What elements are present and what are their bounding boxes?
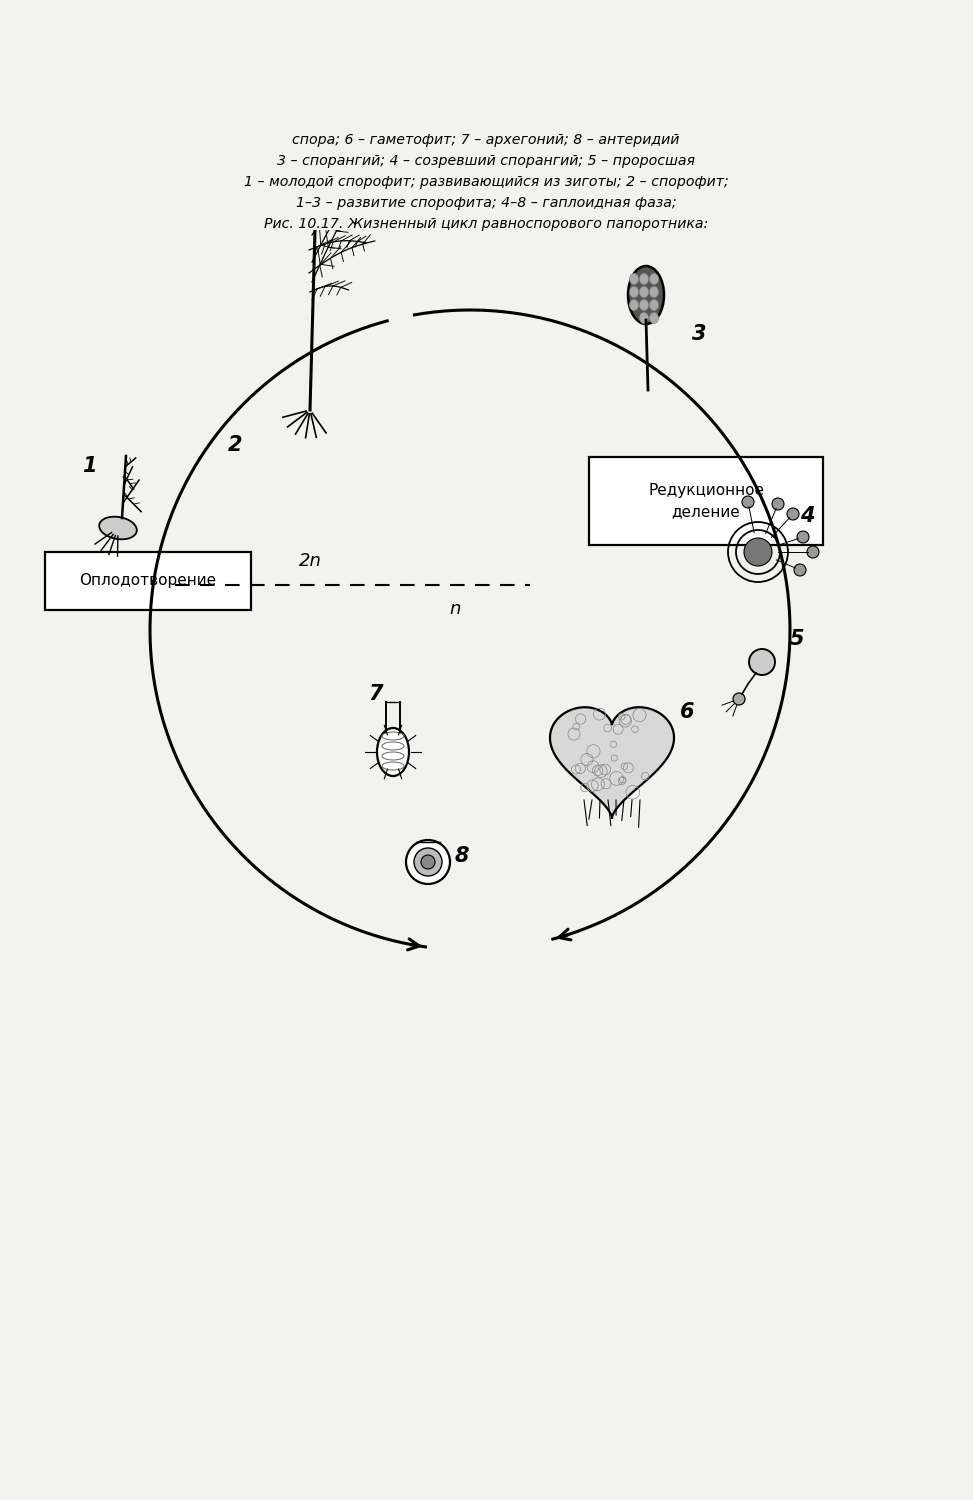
FancyBboxPatch shape bbox=[589, 458, 823, 544]
Ellipse shape bbox=[650, 273, 659, 285]
Text: 4: 4 bbox=[800, 506, 814, 526]
Text: 1 – молодой спорофит; развивающийся из зиготы; 2 – спорофит;: 1 – молодой спорофит; развивающийся из з… bbox=[243, 176, 729, 189]
Text: 1–3 – развитие спорофита; 4–8 – гаплоидная фаза;: 1–3 – развитие спорофита; 4–8 – гаплоидн… bbox=[296, 196, 676, 210]
Ellipse shape bbox=[639, 273, 648, 285]
Text: 3 – спорангий; 4 – созревший спорангий; 5 – проросшая: 3 – спорангий; 4 – созревший спорангий; … bbox=[277, 154, 695, 168]
Ellipse shape bbox=[639, 286, 648, 297]
Text: 7: 7 bbox=[368, 684, 382, 703]
Text: 2n: 2n bbox=[299, 552, 321, 570]
Circle shape bbox=[797, 531, 809, 543]
Ellipse shape bbox=[639, 300, 648, 310]
Text: спора; 6 – гаметофит; 7 – архегоний; 8 – антеридий: спора; 6 – гаметофит; 7 – архегоний; 8 –… bbox=[292, 134, 680, 147]
Circle shape bbox=[787, 509, 799, 520]
FancyBboxPatch shape bbox=[30, 10, 943, 230]
Text: 6: 6 bbox=[680, 702, 695, 721]
Text: Оплодотворение: Оплодотворение bbox=[80, 573, 217, 588]
Text: 5: 5 bbox=[790, 628, 805, 650]
Text: 2: 2 bbox=[228, 435, 242, 454]
Ellipse shape bbox=[630, 286, 638, 297]
Text: 314 • ЧАСТЬ II. МНОГООБРАЗИЕ ЖИВЫХ ОРГАНИЗМОВ: 314 • ЧАСТЬ II. МНОГООБРАЗИЕ ЖИВЫХ ОРГАН… bbox=[32, 32, 517, 46]
Circle shape bbox=[421, 855, 435, 868]
Circle shape bbox=[414, 847, 442, 876]
Circle shape bbox=[794, 564, 806, 576]
Text: Редукционное
деление: Редукционное деление bbox=[648, 483, 764, 519]
Circle shape bbox=[749, 650, 775, 675]
Circle shape bbox=[406, 840, 450, 884]
Text: n: n bbox=[450, 600, 460, 618]
Circle shape bbox=[744, 538, 772, 566]
Ellipse shape bbox=[628, 266, 664, 324]
FancyBboxPatch shape bbox=[45, 552, 251, 610]
Text: 1: 1 bbox=[82, 456, 96, 476]
Text: Рис. 10.17. Жизненный цикл равноспорового папоротника:: Рис. 10.17. Жизненный цикл равноспоровог… bbox=[264, 217, 708, 231]
Ellipse shape bbox=[99, 516, 137, 540]
Ellipse shape bbox=[650, 286, 659, 297]
Circle shape bbox=[742, 496, 754, 508]
Ellipse shape bbox=[630, 300, 638, 310]
Text: 3: 3 bbox=[692, 324, 706, 344]
Circle shape bbox=[807, 546, 819, 558]
Text: 8: 8 bbox=[455, 846, 470, 865]
Circle shape bbox=[772, 498, 784, 510]
Ellipse shape bbox=[650, 312, 659, 324]
Ellipse shape bbox=[650, 300, 659, 310]
Polygon shape bbox=[550, 706, 674, 818]
Ellipse shape bbox=[630, 273, 638, 285]
Ellipse shape bbox=[377, 728, 409, 776]
Circle shape bbox=[733, 693, 745, 705]
Ellipse shape bbox=[639, 312, 648, 324]
